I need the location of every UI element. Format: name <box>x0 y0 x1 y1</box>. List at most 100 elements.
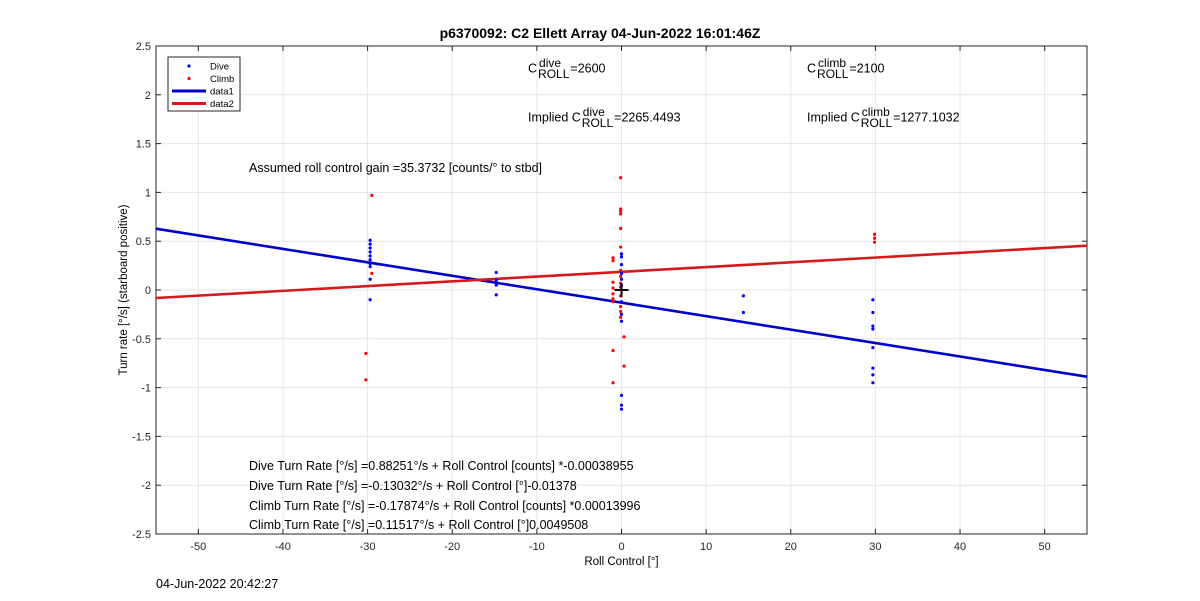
climb-point <box>619 212 623 216</box>
implied-dive-sub: ROLL <box>581 116 614 130</box>
dive-point <box>871 373 875 377</box>
dive-point <box>871 310 875 315</box>
y-tick-label: -0.5 <box>132 334 151 346</box>
y-tick-label: -1 <box>141 383 151 395</box>
climb-equation-counts: Climb Turn Rate [°/s] =-0.17874°/s + Rol… <box>249 499 641 513</box>
dive-equation-degrees: Dive Turn Rate [°/s] =-0.13032°/s + Roll… <box>249 479 577 493</box>
y-tick-label: -1.5 <box>132 431 151 443</box>
chart-title: p6370092: C2 Ellett Array 04-Jun-2022 16… <box>439 25 761 41</box>
y-tick-label: -2.5 <box>132 529 151 541</box>
climb-point <box>619 315 623 319</box>
climb-point <box>370 193 374 197</box>
climb-point <box>619 245 623 249</box>
implied-dive-prefix: Implied C <box>528 110 581 125</box>
implied-climb-prefix: Implied C <box>807 110 860 125</box>
dive-point <box>368 250 372 254</box>
dive-point <box>368 238 372 242</box>
dive-point <box>619 407 624 411</box>
dive-point <box>619 263 624 267</box>
c-climb-sub: ROLL <box>817 67 849 81</box>
climb-point <box>370 271 374 276</box>
climb-point <box>611 348 615 353</box>
y-tick-label: 1.5 <box>136 139 151 151</box>
climb-point <box>611 259 615 263</box>
x-tick-label: 0 <box>618 541 624 553</box>
legend-marker <box>187 64 191 68</box>
dive-point <box>871 366 875 370</box>
legend-label: data1 <box>210 87 234 98</box>
x-tick-label: -10 <box>529 541 545 553</box>
dive-point <box>368 298 372 302</box>
y-tick-label: -2 <box>141 480 151 492</box>
climb-point <box>619 304 623 309</box>
implied-climb-sub: ROLL <box>860 116 893 130</box>
climb-point <box>619 176 623 180</box>
x-tick-label: -30 <box>360 541 376 553</box>
dive-point <box>494 270 498 275</box>
dive-point <box>494 293 498 297</box>
x-tick-label: -20 <box>444 541 460 553</box>
c-dive-prefix: C <box>528 61 538 76</box>
x-axis-label: Roll Control [°] <box>584 556 658 568</box>
implied-dive-value: =2265.4493 <box>614 110 681 125</box>
dive-point <box>619 312 624 316</box>
dive-point <box>619 319 624 323</box>
climb-point <box>872 236 877 240</box>
dive-point <box>871 381 875 385</box>
dive-point <box>368 262 372 266</box>
dive-point <box>619 277 624 281</box>
dive-point <box>368 254 372 258</box>
x-tick-label: 20 <box>785 541 797 553</box>
x-tick-label: -40 <box>275 541 291 553</box>
climb-point <box>619 226 623 231</box>
climb-point <box>611 297 615 301</box>
dive-point <box>871 298 875 302</box>
y-tick-label: 0 <box>145 285 151 297</box>
legend-marker <box>187 76 191 81</box>
climb-point <box>611 280 615 284</box>
climb-point <box>611 381 615 385</box>
implied-dive-sup: dive <box>582 105 605 119</box>
climb-point <box>619 309 623 314</box>
origin-marker <box>614 283 629 297</box>
dive-point <box>619 252 624 256</box>
dive-point <box>619 271 624 276</box>
data-points <box>364 176 877 411</box>
climb-point <box>619 268 623 273</box>
gain-annotation: Assumed roll control gain =35.3732 [coun… <box>249 161 543 175</box>
implied-climb-value: =1277.1032 <box>893 110 960 125</box>
climb-point <box>611 300 615 304</box>
climb-point <box>622 335 626 339</box>
c-climb-sup: climb <box>818 56 847 70</box>
implied-climb-sup: climb <box>861 105 890 119</box>
climb-point <box>872 232 877 236</box>
legend-label: Dive <box>210 62 229 73</box>
dive-point <box>368 277 372 281</box>
dive-point <box>741 310 745 315</box>
x-tick-label: 40 <box>954 541 966 553</box>
dive-equation-counts: Dive Turn Rate [°/s] =0.88251°/s + Roll … <box>249 459 634 473</box>
dive-point <box>619 393 624 398</box>
dive-point <box>619 403 624 407</box>
dive-point <box>619 300 624 304</box>
dive-point <box>871 324 875 328</box>
dive-point <box>368 264 372 269</box>
x-tick-label: 10 <box>700 541 712 553</box>
y-tick-label: 2 <box>145 90 151 102</box>
climb-point <box>364 378 368 382</box>
dive-point <box>368 258 372 262</box>
dive-point <box>368 246 372 250</box>
dive-point <box>368 242 372 246</box>
dive-point <box>871 327 875 331</box>
c-climb-prefix: C <box>807 61 817 76</box>
climb-point <box>619 274 623 278</box>
climb-point <box>611 292 615 296</box>
climb-equation-degrees: Climb Turn Rate [°/s] =0.11517°/s + Roll… <box>249 518 589 532</box>
climb-point <box>611 256 615 260</box>
climb-point <box>364 351 368 356</box>
